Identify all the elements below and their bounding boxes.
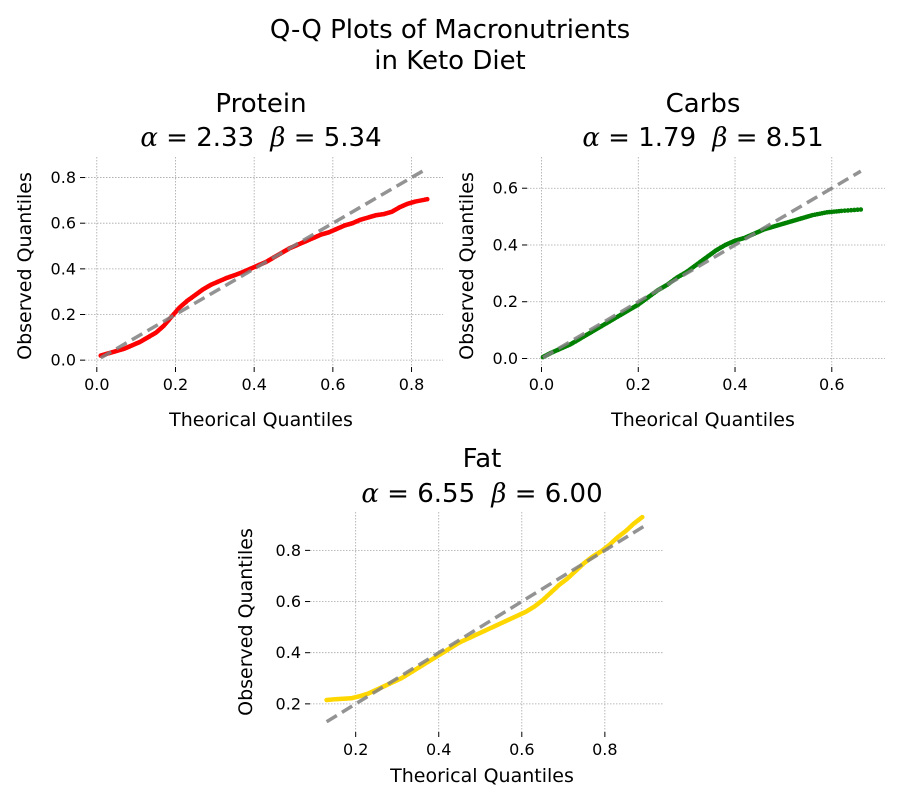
carbs-ytick-label: 0.0 <box>493 349 518 368</box>
fat-ylabel: Observed Quantiles <box>235 528 257 716</box>
protein-ylabel: Observed Quantiles <box>14 172 36 360</box>
fat-reference-line <box>325 523 648 724</box>
protein-data-point <box>424 196 430 202</box>
subplot-protein: Protein α = 2.33 β = 5.34 0.0 0.2 0.4 0.6 0.… <box>14 89 443 431</box>
carbs-ticks: 0.0 0.2 0.4 0.6 0.0 0.2 0.4 0.6 <box>493 179 845 394</box>
protein-reference-line <box>99 166 429 360</box>
fat-ytick-label: 0.2 <box>276 694 301 713</box>
fat-title: Fat <box>463 444 502 474</box>
protein-ytick-label: 0.2 <box>51 305 76 324</box>
fat-params: α = 6.55 β = 6.00 <box>361 479 602 509</box>
fat-xtick-label: 0.8 <box>592 740 617 759</box>
protein-beta-value: = 5.34 <box>294 123 382 153</box>
carbs-xtick-label: 0.2 <box>626 375 651 394</box>
protein-xtick-label: 0.6 <box>320 375 345 394</box>
carbs-params: α = 1.79 β = 8.51 <box>582 123 823 153</box>
fat-data-point <box>639 514 645 520</box>
protein-params: α = 2.33 β = 5.34 <box>140 123 381 153</box>
fat-xtick-label: 0.4 <box>426 740 451 759</box>
protein-beta-symbol: β <box>269 123 285 153</box>
carbs-xtick-label: 0.4 <box>722 375 747 394</box>
carbs-reference-line <box>542 169 862 360</box>
carbs-data-point <box>858 207 864 212</box>
carbs-xtick-label: 0.0 <box>529 375 554 394</box>
carbs-xlabel: Theorical Quantiles <box>610 409 795 431</box>
fat-xlabel: Theorical Quantiles <box>389 765 574 787</box>
protein-xtick-label: 0.2 <box>163 375 188 394</box>
subplot-fat: Fat α = 6.55 β = 6.00 0.2 0.4 0.6 0.8 0.2 0.4… <box>235 444 663 787</box>
fat-xtick-label: 0.2 <box>343 740 368 759</box>
figure-suptitle-line1: Q-Q Plots of Macronutrients <box>270 15 630 45</box>
protein-points <box>98 196 430 358</box>
protein-grid <box>85 157 443 367</box>
protein-alpha-value: = 2.33 <box>166 123 254 153</box>
figure-suptitle-line2: in Keto Diet <box>374 46 526 76</box>
fat-ytick-label: 0.4 <box>276 643 301 662</box>
protein-title: Protein <box>215 89 306 119</box>
subplot-carbs: Carbs α = 1.79 β = 8.51 0.0 0.2 0.4 0.60.00… <box>456 89 885 431</box>
protein-xtick-label: 0.0 <box>84 375 109 394</box>
carbs-alpha-value: = 1.79 <box>608 123 696 153</box>
carbs-grid <box>527 157 885 367</box>
protein-xtick-label: 0.8 <box>399 375 424 394</box>
fat-alpha-value: = 6.55 <box>387 479 475 509</box>
carbs-title: Carbs <box>666 89 741 119</box>
carbs-ytick-label: 0.2 <box>493 292 518 311</box>
fat-alpha-symbol: α <box>361 479 379 509</box>
fat-beta-value: = 6.00 <box>515 479 603 509</box>
carbs-points <box>540 207 864 360</box>
protein-alpha-symbol: α <box>140 123 158 153</box>
protein-ticks: 0.0 0.2 0.4 0.6 0.8 0.0 0.2 0.4 0.6 0.8 <box>51 168 425 394</box>
protein-xtick-label: 0.4 <box>241 375 266 394</box>
fat-ytick-label: 0.8 <box>276 541 301 560</box>
protein-ytick-label: 0.8 <box>51 168 76 187</box>
fat-points <box>324 514 645 703</box>
protein-xlabel: Theorical Quantiles <box>168 409 353 431</box>
fat-beta-symbol: β <box>490 479 506 509</box>
protein-ytick-label: 0.0 <box>51 351 76 370</box>
carbs-ytick-label: 0.4 <box>493 235 518 254</box>
fat-ticks: 0.2 0.4 0.6 0.8 0.2 0.4 0.6 0.8 <box>276 541 618 759</box>
protein-ytick-label: 0.6 <box>51 214 76 233</box>
fat-xtick-label: 0.6 <box>509 740 534 759</box>
carbs-ytick-label: 0.6 <box>493 179 518 198</box>
carbs-beta-symbol: β <box>711 123 727 153</box>
fat-ytick-label: 0.6 <box>276 592 301 611</box>
carbs-alpha-symbol: α <box>582 123 600 153</box>
carbs-xtick-label: 0.6 <box>819 375 844 394</box>
carbs-ylabel: Observed Quantiles <box>456 172 478 360</box>
carbs-beta-value: = 8.51 <box>736 123 824 153</box>
protein-ytick-label: 0.4 <box>51 259 76 278</box>
